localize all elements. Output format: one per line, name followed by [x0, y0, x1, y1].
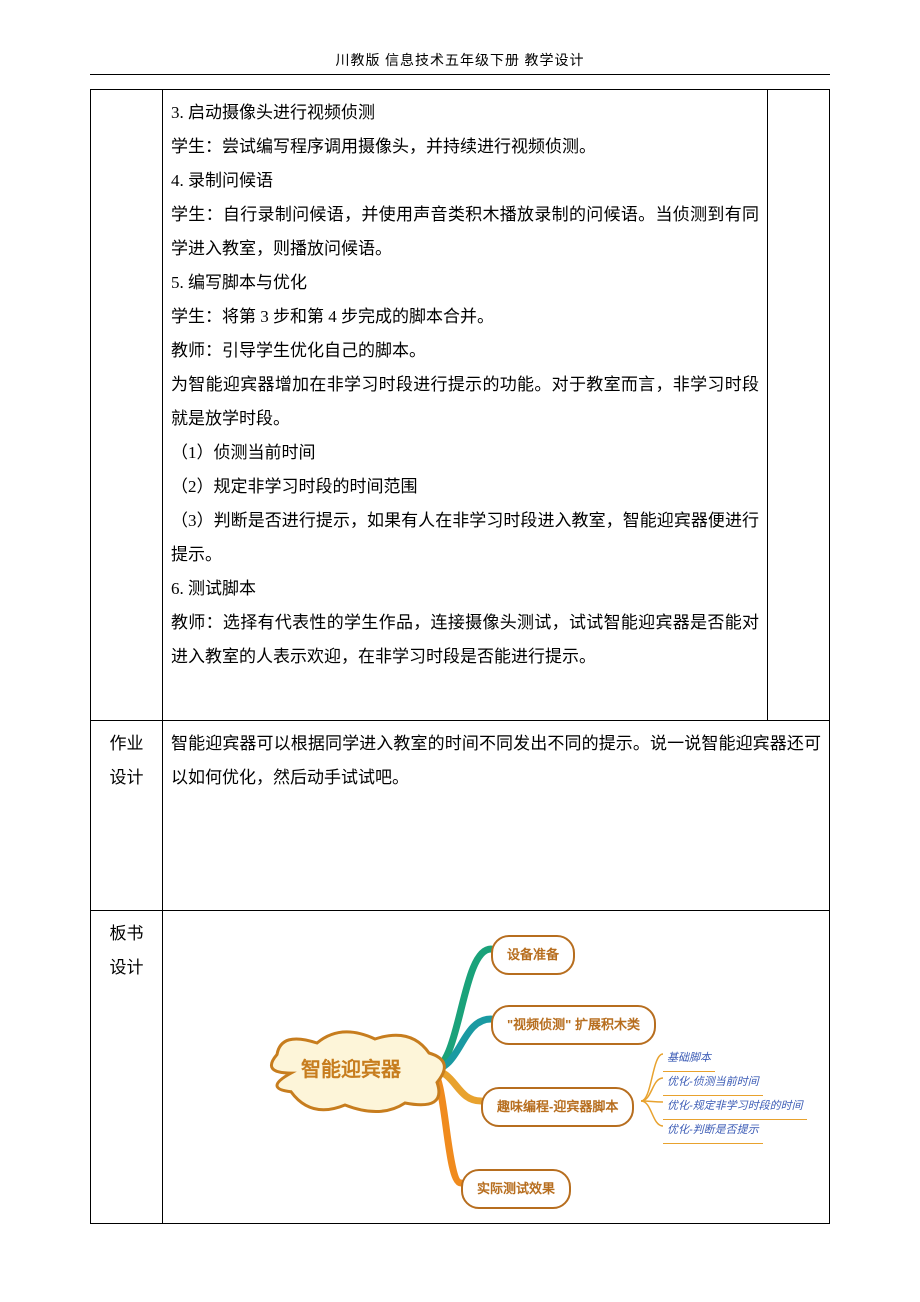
mindmap-branch-node: 设备准备 [491, 935, 575, 975]
content-line: 5. 编写脚本与优化 [171, 266, 759, 300]
mindmap-sub-curve [641, 1101, 663, 1126]
label-line: 板书 [99, 917, 154, 951]
mindmap-branch-node: 实际测试效果 [461, 1169, 571, 1209]
content-line: 学生：尝试编写程序调用摄像头，并持续进行视频侦测。 [171, 130, 759, 164]
mindmap-branch-node: "视频侦测" 扩展积木类 [491, 1005, 656, 1045]
content-line: 教师：引导学生优化自己的脚本。 [171, 334, 759, 368]
content-line: 4. 录制问候语 [171, 164, 759, 198]
lesson-table: 3. 启动摄像头进行视频侦测学生：尝试编写程序调用摄像头，并持续进行视频侦测。4… [90, 89, 830, 1224]
mindmap: 智能迎宾器 设备准备 "视频侦测" 扩展积木类趣味编程-迎宾器脚本实际测试效果 基础脚… [171, 917, 821, 1217]
content-line: 教师：选择有代表性的学生作品，连接摄像头测试，试试智能迎宾器是否能对进入教室的人… [171, 606, 759, 674]
content-line: （3）判断是否进行提示，如果有人在非学习时段进入教室，智能迎宾器便进行提示。 [171, 504, 759, 572]
content-line: （2）规定非学习时段的时间范围 [171, 470, 759, 504]
table-row: 板书 设计 智能迎宾器 设备准备 "视频侦测" 扩展积木类趣味编程-迎宾器脚本实际测… [91, 911, 830, 1224]
cell-left-blank [91, 90, 163, 721]
mindmap-center: 智能迎宾器 [271, 1042, 431, 1098]
content-line: 学生：将第 3 步和第 4 步完成的脚本合并。 [171, 300, 759, 334]
mindmap-sub-curve [641, 1054, 663, 1101]
mindmap-sub-item: 优化-侦测当前时间 [663, 1069, 763, 1096]
content-line: 6. 测试脚本 [171, 572, 759, 606]
cell-main-content: 3. 启动摄像头进行视频侦测学生：尝试编写程序调用摄像头，并持续进行视频侦测。4… [163, 90, 768, 721]
page-header: 川教版 信息技术五年级下册 教学设计 [90, 50, 830, 75]
content-line: 为智能迎宾器增加在非学习时段进行提示的功能。对于教室而言，非学习时段就是放学时段… [171, 368, 759, 436]
table-row: 作业 设计 智能迎宾器可以根据同学进入教室的时间不同发出不同的提示。说一说智能迎… [91, 721, 830, 911]
cell-board-content: 智能迎宾器 设备准备 "视频侦测" 扩展积木类趣味编程-迎宾器脚本实际测试效果 基础脚… [163, 911, 830, 1224]
mindmap-sub-curve [641, 1078, 663, 1101]
label-line: 设计 [99, 761, 154, 795]
mindmap-branch-curve [431, 949, 491, 1070]
mindmap-sub-item: 基础脚本 [663, 1045, 715, 1072]
mindmap-sub-item: 优化-规定非学习时段的时间 [663, 1093, 807, 1120]
label-line: 作业 [99, 727, 154, 761]
label-line: 设计 [99, 951, 154, 985]
content-line: 3. 启动摄像头进行视频侦测 [171, 96, 759, 130]
content-line: （1）侦测当前时间 [171, 436, 759, 470]
cell-label-homework: 作业 设计 [91, 721, 163, 911]
content-line: 学生：自行录制问候语，并使用声音类积木播放录制的问候语。当侦测到有同学进入教室，… [171, 198, 759, 266]
cell-homework-content: 智能迎宾器可以根据同学进入教室的时间不同发出不同的提示。说一说智能迎宾器还可以如… [163, 721, 830, 911]
mindmap-branch-node: 趣味编程-迎宾器脚本 [481, 1087, 634, 1127]
cell-label-board: 板书 设计 [91, 911, 163, 1224]
mindmap-sub-item: 优化-判断是否提示 [663, 1117, 763, 1144]
table-row: 3. 启动摄像头进行视频侦测学生：尝试编写程序调用摄像头，并持续进行视频侦测。4… [91, 90, 830, 721]
cell-right-blank [768, 90, 830, 721]
